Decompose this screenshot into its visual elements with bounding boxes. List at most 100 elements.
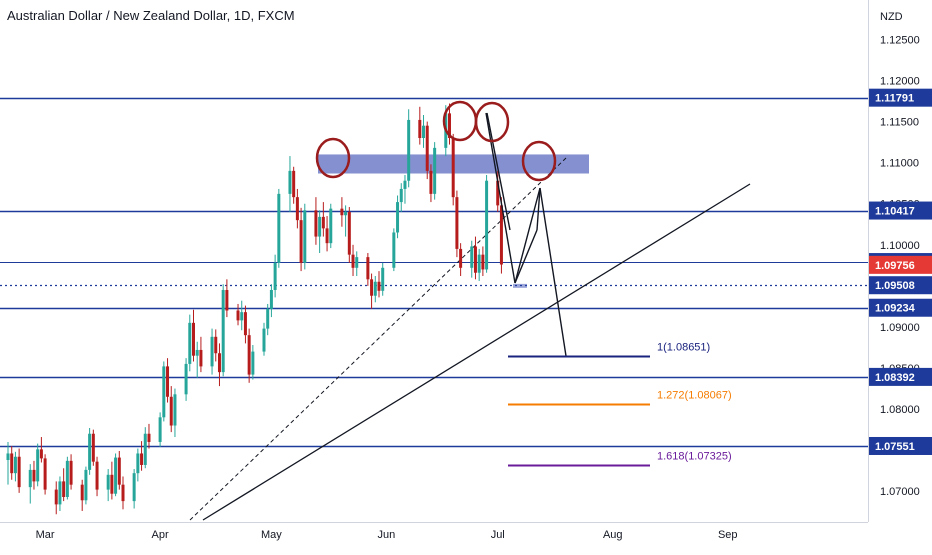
candle-body — [499, 205, 503, 265]
candle-body — [192, 322, 195, 356]
candle-body — [140, 453, 144, 465]
candle-body — [166, 366, 170, 397]
y-tick-label: 1.11000 — [880, 158, 919, 170]
candle-body — [54, 489, 58, 505]
dotted-price-tag: 1.09508 — [875, 280, 915, 292]
candle-body — [425, 125, 429, 171]
x-tick-label: Aug — [603, 529, 623, 541]
candle-body — [91, 433, 95, 462]
y-tick-label: 1.09000 — [880, 322, 920, 334]
candle-body — [158, 417, 162, 442]
candle-body — [65, 460, 69, 497]
candle-body — [418, 119, 422, 139]
fib-label: 1.618(1.07325) — [657, 451, 732, 463]
candle-body — [455, 197, 459, 249]
projection-line — [514, 187, 541, 284]
candle-body — [451, 138, 455, 198]
candle-body — [62, 481, 66, 497]
candle-body — [6, 453, 10, 461]
level-price-tag: 1.07551 — [875, 441, 915, 453]
candle-body — [429, 170, 433, 194]
candle-body — [396, 202, 400, 233]
x-tick-label: Jun — [378, 529, 396, 541]
highlight-circle — [521, 140, 557, 182]
candle-body — [217, 353, 221, 373]
candle-body — [325, 228, 329, 244]
x-tick-label: May — [261, 529, 282, 541]
y-tick-label: 1.11500 — [880, 117, 919, 129]
candle-body — [84, 469, 88, 501]
candle-body — [366, 257, 370, 280]
candle-body — [117, 457, 121, 485]
level-price-tag: 1.08392 — [875, 372, 915, 384]
candle-body — [106, 474, 110, 490]
candle-body — [447, 113, 451, 139]
candle-body — [370, 279, 374, 296]
candle-body — [210, 336, 214, 367]
candle-body — [110, 474, 114, 494]
candle-body — [407, 119, 411, 181]
candle-body — [321, 216, 325, 229]
candle-body — [329, 208, 333, 244]
candle-body — [314, 210, 318, 237]
y-tick-label: 1.07000 — [880, 486, 920, 498]
candle-body — [88, 433, 92, 470]
y-tick-label: 1.10000 — [880, 240, 920, 252]
candle-body — [169, 396, 173, 426]
projection-line — [536, 187, 541, 231]
candle-body — [355, 257, 359, 268]
level-price-tag: 1.09234 — [875, 303, 916, 315]
candle-body — [10, 453, 14, 474]
candle-body — [95, 461, 99, 490]
candle-body — [422, 125, 426, 139]
candle-body — [399, 188, 403, 203]
level-price-tag-bg — [869, 298, 932, 317]
candle-body — [273, 262, 277, 290]
candle-body — [485, 180, 489, 270]
candle-body — [132, 473, 136, 502]
candle-body — [473, 246, 477, 273]
candle-body — [381, 267, 385, 291]
candle-body — [247, 335, 251, 375]
candle-body — [277, 193, 281, 263]
level-price-tag-bg — [869, 88, 932, 107]
candle-body — [184, 363, 188, 395]
candle-body — [173, 394, 177, 426]
candle-body — [28, 469, 32, 488]
candle-body — [17, 456, 21, 488]
candle-body — [292, 170, 296, 198]
candle-body — [13, 456, 17, 474]
candle-body — [403, 180, 407, 189]
candle-body — [188, 322, 192, 364]
candle-body — [214, 336, 218, 354]
level-price-tag-bg — [869, 367, 932, 386]
candle-body — [221, 289, 225, 373]
candle-body — [80, 484, 84, 501]
candle-body — [136, 453, 140, 474]
candle-body — [266, 308, 270, 329]
current-price-tag: 1.09756 — [875, 260, 915, 272]
candle-body — [351, 254, 355, 268]
candle-body — [288, 170, 292, 194]
y-tick-label: 1.12000 — [880, 76, 920, 88]
candle-body — [318, 216, 322, 237]
candle-body — [377, 281, 381, 291]
current-price-tag-bg — [869, 255, 932, 274]
candle-body — [243, 312, 247, 336]
candle-body — [147, 433, 151, 442]
candle-body — [459, 248, 463, 268]
candle-body — [299, 220, 303, 263]
candle-body — [69, 460, 73, 485]
candle-body — [225, 289, 229, 311]
dotted-price-tag-bg — [869, 276, 932, 295]
candle-body — [236, 310, 240, 321]
level-price-tag: 1.10417 — [875, 206, 915, 218]
candle-body — [373, 281, 377, 296]
y-tick-label: 1.08000 — [880, 404, 920, 416]
level-price-tag-bg — [869, 201, 932, 220]
candle-body — [43, 458, 47, 490]
candle-body — [195, 349, 199, 356]
highlight-circle — [315, 137, 351, 179]
